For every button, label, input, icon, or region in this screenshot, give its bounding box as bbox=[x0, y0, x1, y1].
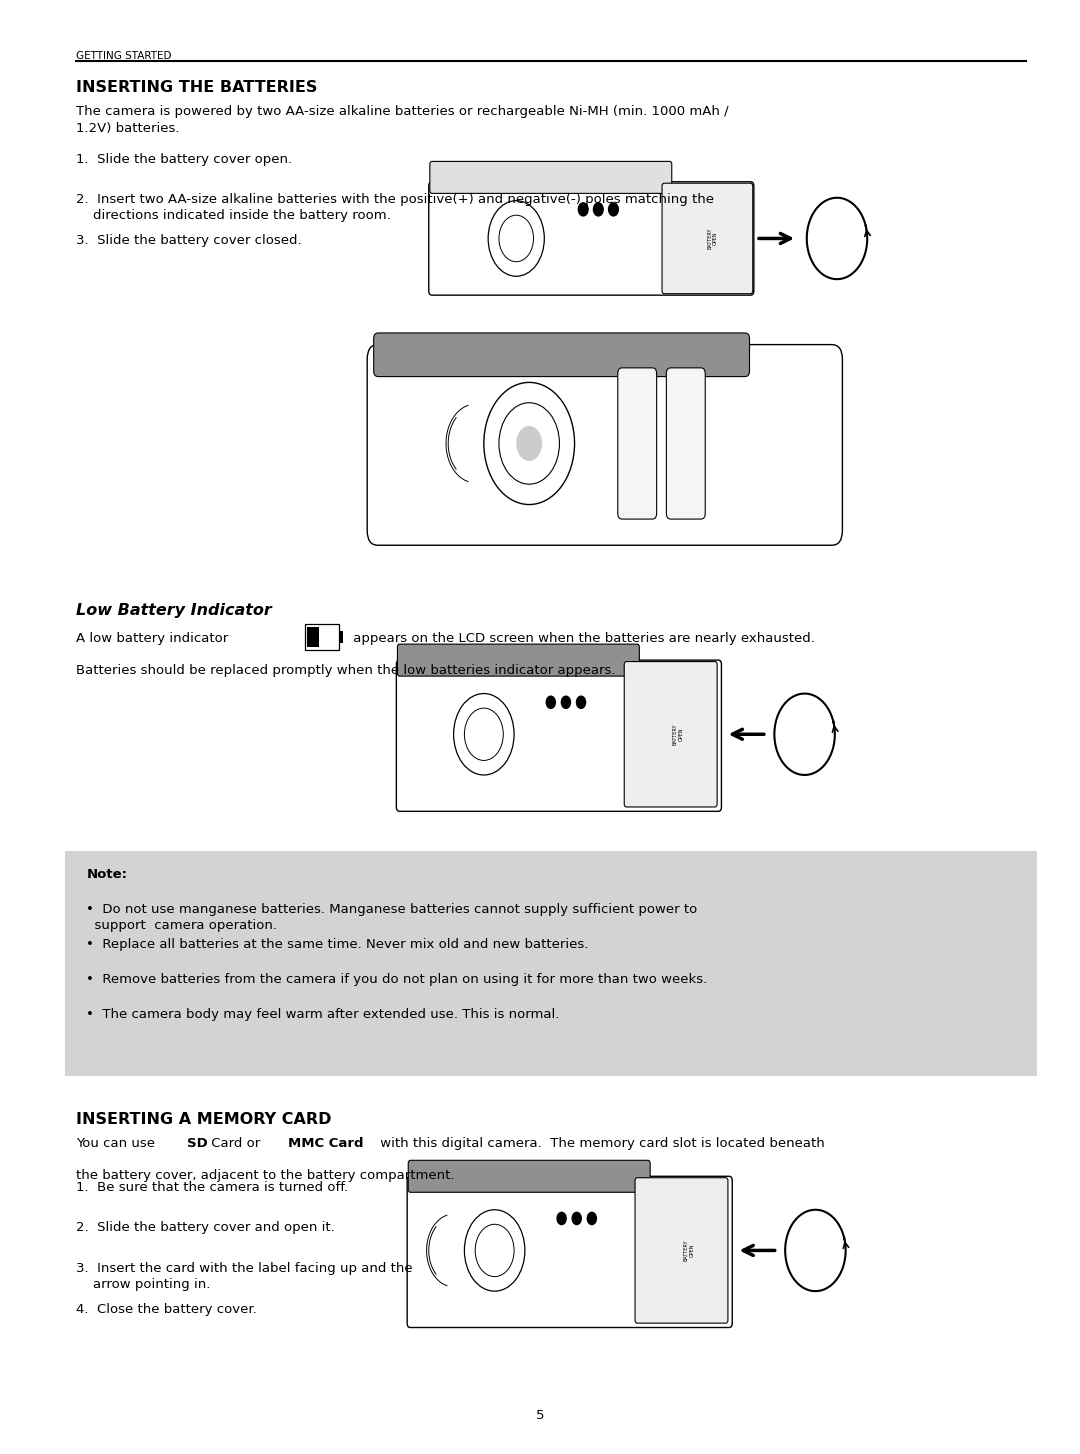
Text: •  Remove batteries from the camera if you do not plan on using it for more than: • Remove batteries from the camera if yo… bbox=[86, 973, 707, 986]
Text: Low Battery Indicator: Low Battery Indicator bbox=[76, 603, 271, 618]
FancyBboxPatch shape bbox=[618, 368, 657, 519]
FancyBboxPatch shape bbox=[635, 1178, 728, 1323]
FancyBboxPatch shape bbox=[666, 368, 705, 519]
Circle shape bbox=[588, 1213, 596, 1224]
FancyBboxPatch shape bbox=[430, 161, 672, 193]
Text: 1.  Slide the battery cover open.: 1. Slide the battery cover open. bbox=[76, 153, 292, 166]
FancyBboxPatch shape bbox=[339, 631, 343, 643]
Circle shape bbox=[557, 1213, 566, 1224]
Circle shape bbox=[594, 204, 604, 215]
Text: 4.  Close the battery cover.: 4. Close the battery cover. bbox=[76, 1303, 256, 1316]
Text: 2.  Insert two AA-size alkaline batteries with the positive(+) and negative(-) p: 2. Insert two AA-size alkaline batteries… bbox=[76, 193, 714, 222]
Circle shape bbox=[572, 1213, 581, 1224]
Circle shape bbox=[546, 696, 555, 708]
Text: GETTING STARTED: GETTING STARTED bbox=[76, 51, 171, 61]
FancyBboxPatch shape bbox=[397, 644, 639, 676]
Text: •  The camera body may feel warm after extended use. This is normal.: • The camera body may feel warm after ex… bbox=[86, 1008, 559, 1021]
Text: 3.  Insert the card with the label facing up and the
    arrow pointing in.: 3. Insert the card with the label facing… bbox=[76, 1262, 413, 1291]
Text: the battery cover, adjacent to the battery compartment.: the battery cover, adjacent to the batte… bbox=[76, 1169, 454, 1182]
FancyBboxPatch shape bbox=[662, 183, 753, 294]
Text: SD: SD bbox=[187, 1137, 207, 1150]
Text: •  Replace all batteries at the same time. Never mix old and new batteries.: • Replace all batteries at the same time… bbox=[86, 938, 589, 951]
Text: You can use: You can use bbox=[76, 1137, 159, 1150]
Text: with this digital camera.  The memory card slot is located beneath: with this digital camera. The memory car… bbox=[376, 1137, 825, 1150]
Text: BATTERY
OPEN: BATTERY OPEN bbox=[707, 228, 718, 249]
Text: 1.  Be sure that the camera is turned off.: 1. Be sure that the camera is turned off… bbox=[76, 1181, 348, 1194]
FancyBboxPatch shape bbox=[429, 182, 754, 295]
Text: INSERTING A MEMORY CARD: INSERTING A MEMORY CARD bbox=[76, 1112, 332, 1127]
FancyBboxPatch shape bbox=[624, 662, 717, 807]
Text: 5: 5 bbox=[536, 1409, 544, 1422]
Circle shape bbox=[577, 696, 585, 708]
Text: •  Do not use manganese batteries. Manganese batteries cannot supply sufficient : • Do not use manganese batteries. Mangan… bbox=[86, 903, 698, 932]
Text: 2.  Slide the battery cover and open it.: 2. Slide the battery cover and open it. bbox=[76, 1221, 335, 1234]
Text: Batteries should be replaced promptly when the low batteries indicator appears.: Batteries should be replaced promptly wh… bbox=[76, 664, 616, 678]
Text: MMC Card: MMC Card bbox=[288, 1137, 364, 1150]
FancyBboxPatch shape bbox=[307, 627, 319, 647]
Circle shape bbox=[579, 204, 589, 215]
Text: INSERTING THE BATTERIES: INSERTING THE BATTERIES bbox=[76, 80, 316, 95]
FancyBboxPatch shape bbox=[367, 345, 842, 545]
Text: appears on the LCD screen when the batteries are nearly exhausted.: appears on the LCD screen when the batte… bbox=[349, 632, 814, 646]
FancyBboxPatch shape bbox=[408, 1160, 650, 1192]
Circle shape bbox=[562, 696, 570, 708]
FancyBboxPatch shape bbox=[305, 624, 339, 650]
FancyBboxPatch shape bbox=[65, 851, 1037, 1076]
FancyBboxPatch shape bbox=[407, 1176, 732, 1328]
Text: A low battery indicator: A low battery indicator bbox=[76, 632, 232, 646]
Text: 3.  Slide the battery cover closed.: 3. Slide the battery cover closed. bbox=[76, 234, 301, 247]
Text: BATTERY
OPEN: BATTERY OPEN bbox=[673, 724, 684, 744]
FancyBboxPatch shape bbox=[396, 660, 721, 811]
FancyBboxPatch shape bbox=[374, 333, 750, 377]
Text: BATTERY
OPEN: BATTERY OPEN bbox=[684, 1240, 694, 1261]
Circle shape bbox=[516, 426, 542, 461]
Circle shape bbox=[609, 204, 618, 215]
Text: Note:: Note: bbox=[86, 868, 127, 881]
Text: Card or: Card or bbox=[207, 1137, 265, 1150]
Text: The camera is powered by two AA-size alkaline batteries or rechargeable Ni-MH (m: The camera is powered by two AA-size alk… bbox=[76, 105, 728, 135]
